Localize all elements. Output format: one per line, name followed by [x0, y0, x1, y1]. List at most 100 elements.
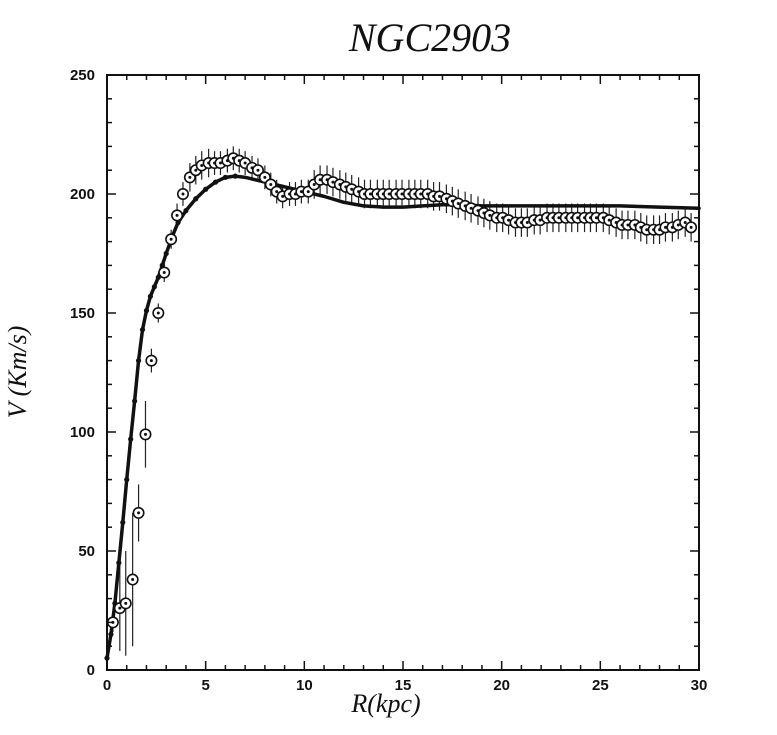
y-tick-label: 0 [87, 662, 95, 679]
observed-points [106, 152, 698, 629]
data-point [176, 188, 189, 201]
x-tick-label: 30 [691, 677, 708, 694]
data-point-center [507, 218, 511, 222]
y-tick-label: 100 [70, 424, 95, 441]
data-point-center [269, 182, 273, 186]
y-tick-label: 50 [78, 543, 95, 560]
model-point [124, 477, 130, 483]
model-point [116, 560, 122, 566]
data-point-center [263, 175, 267, 179]
y-tick-label: 150 [70, 305, 95, 322]
model-curve-line [105, 174, 701, 660]
data-point [139, 428, 152, 441]
data-point-center [256, 168, 260, 172]
model-curve [104, 173, 701, 661]
data-point-center [194, 168, 198, 172]
data-point-center [243, 161, 247, 165]
x-tick-label: 10 [296, 677, 313, 694]
x-tick-label: 25 [592, 677, 609, 694]
data-point [132, 506, 145, 519]
model-point [232, 173, 238, 179]
data-point [152, 306, 165, 319]
data-point-center [538, 218, 542, 222]
data-point-center [607, 218, 611, 222]
data-point [165, 233, 178, 246]
data-point-center [456, 202, 460, 206]
data-point-center [169, 237, 173, 241]
data-point-center [438, 194, 442, 198]
data-point-center [676, 223, 680, 227]
data-point [126, 573, 139, 586]
data-point [145, 354, 158, 367]
data-point-center [488, 213, 492, 217]
data-point-center [419, 192, 423, 196]
data-point-center [318, 178, 322, 182]
data-point-center [645, 228, 649, 232]
data-point [251, 164, 264, 177]
model-point [183, 208, 189, 214]
model-point [139, 327, 146, 333]
data-point-center [689, 225, 693, 229]
data-point-center [312, 182, 316, 186]
data-point-center [156, 311, 160, 315]
data-point-center [188, 175, 192, 179]
model-point [120, 519, 126, 526]
data-point [685, 221, 698, 234]
data-point-center [111, 620, 115, 624]
data-point-center [137, 511, 141, 515]
data-point [158, 266, 171, 279]
model-point [135, 358, 142, 364]
data-point-center [162, 271, 166, 275]
model-point [212, 179, 219, 185]
data-point-center [218, 161, 222, 165]
x-axis-ticks: 0 5 10 15 20 25 30 [103, 75, 708, 694]
model-point [143, 308, 150, 314]
model-point [163, 250, 169, 257]
data-point-center [400, 192, 404, 196]
model-point [132, 398, 138, 404]
model-point [128, 436, 134, 442]
data-point-center [557, 216, 561, 220]
x-tick-label: 15 [395, 677, 412, 694]
data-point-center [175, 213, 179, 217]
data-point-center [626, 223, 630, 227]
data-point-center [118, 606, 122, 610]
data-point-center [306, 190, 310, 194]
model-point [222, 174, 228, 180]
data-point-center [525, 221, 529, 225]
data-point-center [368, 192, 372, 196]
y-axis-label: V (Km/s) [3, 326, 32, 419]
y-axis-ticks: 0 50 100 150 200 250 [70, 67, 699, 679]
x-axis-label: R(kpc) [350, 689, 420, 718]
data-point-center [576, 216, 580, 220]
data-point-center [331, 180, 335, 184]
x-tick-label: 20 [493, 677, 510, 694]
data-point-center [683, 221, 687, 225]
chart-title: NGC2903 [348, 15, 511, 60]
data-point-center [387, 192, 391, 196]
data-point-center [131, 578, 135, 582]
model-point [108, 631, 114, 637]
data-point-center [275, 190, 279, 194]
data-point-center [594, 216, 598, 220]
y-tick-label: 200 [70, 186, 95, 203]
data-point-center [350, 187, 354, 191]
data-point [171, 209, 184, 222]
model-point [193, 196, 199, 202]
data-point-center [181, 192, 185, 196]
data-point-center [469, 206, 473, 210]
data-point-center [299, 190, 303, 194]
data-point-center [143, 432, 147, 436]
data-point-center [124, 601, 128, 605]
data-point [119, 597, 132, 610]
data-point-center [200, 163, 204, 167]
y-tick-label: 250 [70, 67, 95, 84]
data-point-center [149, 359, 153, 363]
x-tick-label: 0 [103, 677, 111, 694]
model-point [203, 186, 209, 192]
model-point [151, 284, 157, 290]
data-point-center [663, 225, 667, 229]
data-point-center [281, 194, 285, 198]
x-tick-label: 5 [201, 677, 209, 694]
